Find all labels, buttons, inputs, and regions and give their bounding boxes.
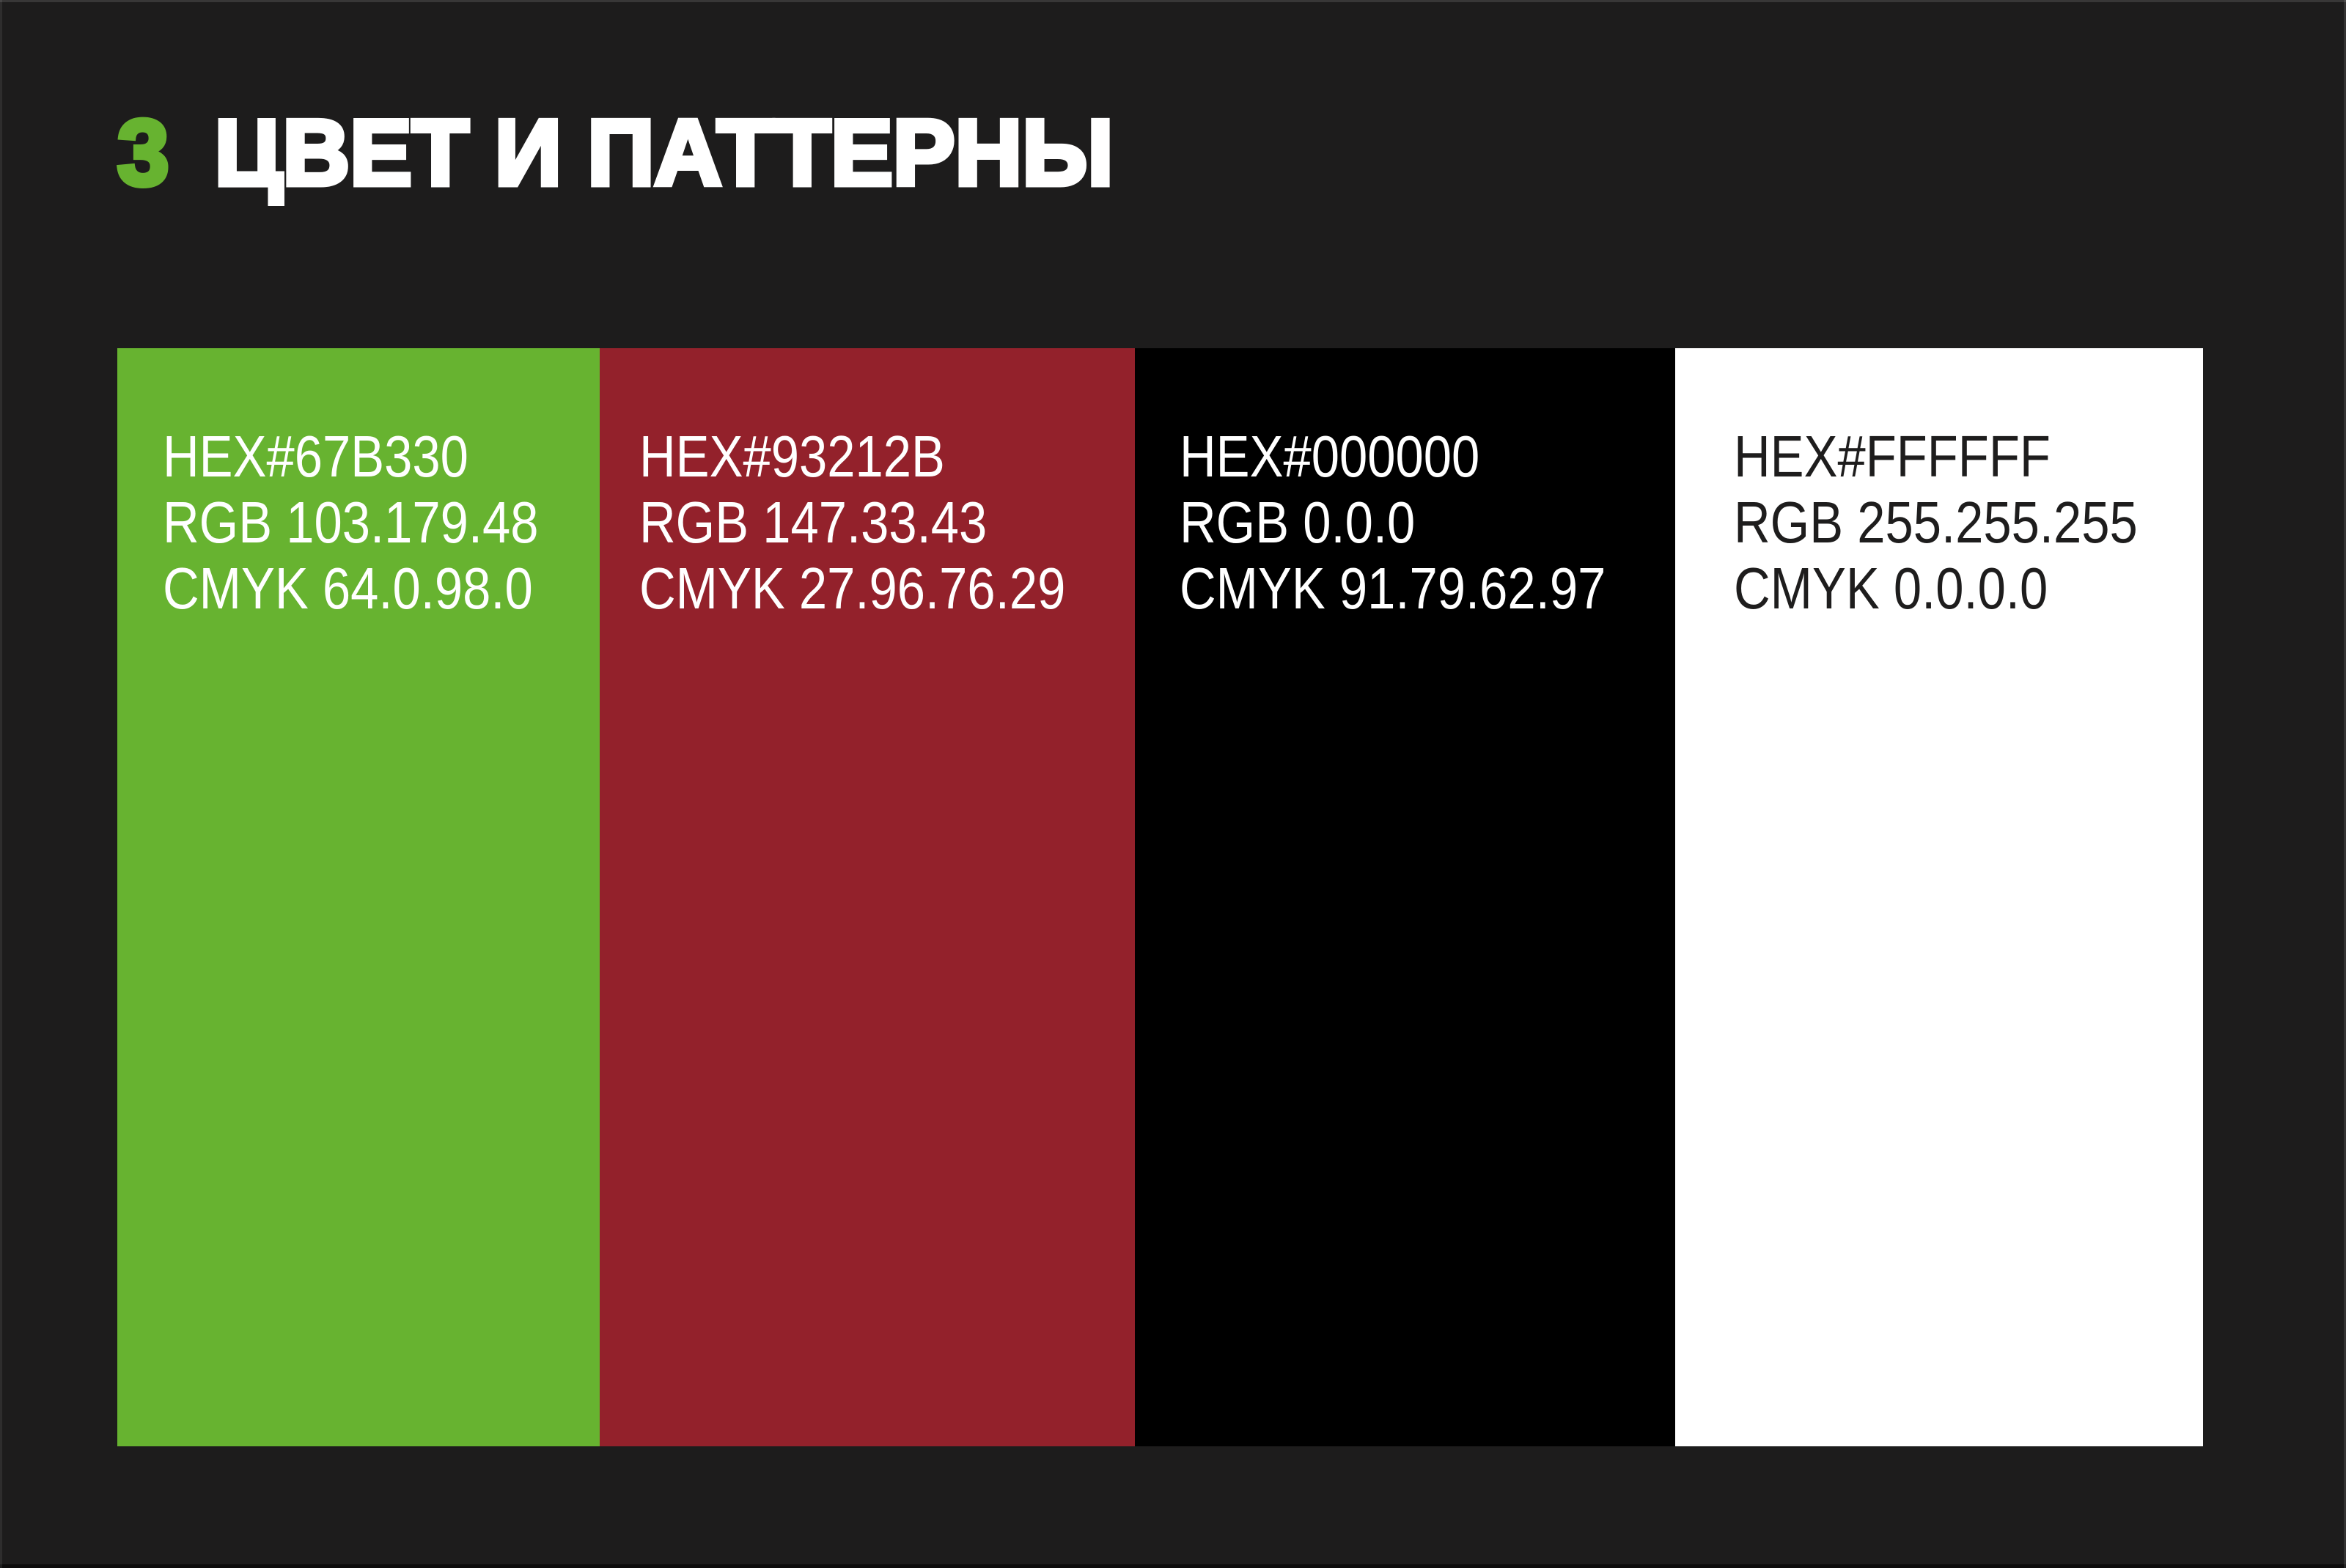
cmyk-value: CMYK 64.0.98.0 bbox=[163, 556, 533, 621]
swatch-spec: HEX#000000 RGB 0.0.0 CMYK 91.79.62.97 bbox=[1180, 424, 1606, 622]
rgb-value: RGB 0.0.0 bbox=[1179, 490, 1416, 555]
swatch-spec: HEX#93212B RGB 147.33.43 CMYK 27.96.76.2… bbox=[639, 424, 1065, 622]
color-swatch-red: HEX#93212B RGB 147.33.43 CMYK 27.96.76.2… bbox=[599, 348, 1135, 1446]
hex-value: HEX#FFFFFF bbox=[1733, 424, 2051, 489]
section-number: 3 bbox=[115, 100, 172, 205]
page-title-text: ЦВЕТ И ПАТТЕРНЫ bbox=[212, 100, 1116, 205]
swatch-spec: HEX#FFFFFF RGB 255.255.255 CMYK 0.0.0.0 bbox=[1734, 424, 2138, 622]
color-swatch-green: HEX#67B330 RGB 103.179.48 CMYK 64.0.98.0 bbox=[117, 348, 600, 1446]
color-swatch-white: HEX#FFFFFF RGB 255.255.255 CMYK 0.0.0.0 bbox=[1674, 348, 2204, 1446]
cmyk-value: CMYK 27.96.76.29 bbox=[639, 556, 1066, 621]
hex-value: HEX#67B330 bbox=[163, 424, 468, 489]
swatch-spec: HEX#67B330 RGB 103.179.48 CMYK 64.0.98.0 bbox=[163, 424, 539, 622]
cmyk-value: CMYK 0.0.0.0 bbox=[1733, 556, 2048, 621]
rgb-value: RGB 103.179.48 bbox=[163, 490, 539, 555]
color-swatch-black: HEX#000000 RGB 0.0.0 CMYK 91.79.62.97 bbox=[1134, 348, 1675, 1446]
rgb-value: RGB 147.33.43 bbox=[639, 490, 988, 555]
hex-value: HEX#000000 bbox=[1179, 424, 1480, 489]
color-palette: HEX#67B330 RGB 103.179.48 CMYK 64.0.98.0… bbox=[117, 348, 2204, 1446]
cmyk-value: CMYK 91.79.62.97 bbox=[1179, 556, 1606, 621]
hex-value: HEX#93212B bbox=[639, 424, 945, 489]
rgb-value: RGB 255.255.255 bbox=[1733, 490, 2138, 555]
page-title: 3 ЦВЕТ И ПАТТЕРНЫ bbox=[115, 100, 1117, 205]
